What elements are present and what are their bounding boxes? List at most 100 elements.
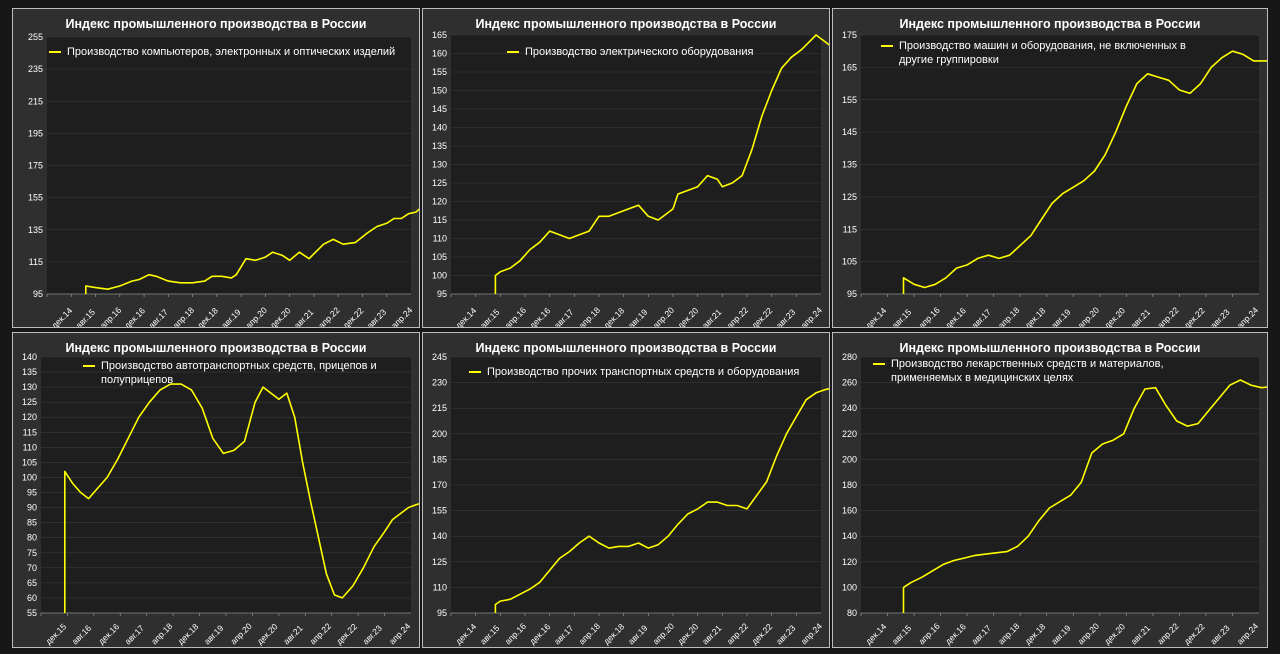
- y-tick-label: 60: [27, 593, 37, 603]
- x-tick-label: дек.16: [527, 305, 552, 328]
- y-tick-label: 95: [847, 289, 857, 299]
- y-tick-label: 115: [29, 257, 43, 267]
- y-tick-label: 125: [432, 178, 447, 188]
- series-line: [494, 34, 829, 294]
- x-tick-label: авг.19: [1049, 307, 1073, 328]
- x-tick-label: апр.18: [149, 621, 175, 647]
- legend: Производство прочих транспортных средств…: [469, 365, 819, 379]
- x-tick-label: дек.22: [1182, 305, 1207, 328]
- y-tick-label: 260: [842, 378, 857, 388]
- y-tick-label: 215: [28, 96, 43, 106]
- y-tick-label: 135: [28, 225, 43, 235]
- x-tick-label: апр.16: [916, 621, 942, 647]
- x-tick-label: авг.23: [365, 307, 389, 328]
- chart-panel-computers: 95 115 135 155 175 195 215 235 255 дек.14 авг.15 ап…: [12, 8, 420, 328]
- y-tick-label: 85: [27, 518, 37, 528]
- x-tick-label: апр.20: [651, 305, 677, 328]
- y-tick-label: 70: [27, 563, 37, 573]
- legend-label: Производство компьютеров, электронных и …: [67, 46, 396, 58]
- y-tick-label: 220: [842, 429, 857, 439]
- legend: Производство электрического оборудования: [507, 45, 807, 59]
- y-tick-label: 155: [28, 193, 43, 203]
- x-tick-label: дек.22: [334, 621, 359, 646]
- y-tick-label: 100: [432, 271, 447, 281]
- x-tick-label: апр.22: [725, 305, 751, 328]
- y-tick-label: 95: [437, 289, 447, 299]
- x-tick-label: дек.20: [1102, 621, 1127, 646]
- x-tick-label: авг.19: [219, 307, 243, 328]
- x-tick-label: дек.20: [255, 621, 280, 646]
- y-tick-label: 255: [28, 32, 43, 42]
- x-tick-label: апр.16: [503, 621, 529, 647]
- x-tick-label: дек.20: [675, 621, 700, 646]
- x-tick-label: дек.16: [122, 305, 147, 328]
- legend: Производство лекарственных средств и мат…: [873, 357, 1223, 385]
- y-tick-label: 170: [432, 480, 447, 490]
- x-tick-label: авг.23: [774, 307, 798, 328]
- y-tick-label: 80: [27, 533, 37, 543]
- x-tick-label: апр.24: [1235, 621, 1261, 647]
- x-tick-label: дек.14: [863, 621, 888, 646]
- legend-swatch: [469, 371, 481, 373]
- y-tick-label: 115: [843, 224, 857, 234]
- y-tick-label: 110: [433, 234, 447, 244]
- y-tick-label: 230: [432, 378, 447, 388]
- x-tick-label: апр.24: [387, 621, 413, 647]
- x-tick-label: дек.18: [601, 305, 626, 328]
- x-tick-label: авг.17: [552, 623, 576, 647]
- x-tick-label: апр.16: [916, 305, 942, 328]
- x-tick-label: авг.19: [1049, 623, 1073, 647]
- y-tick-label: 90: [27, 503, 37, 513]
- x-tick-label: апр.24: [389, 305, 415, 328]
- x-tick-label: авг.21: [1129, 307, 1153, 328]
- x-tick-label: авг.23: [360, 623, 384, 647]
- x-tick-label: авг.23: [1208, 307, 1232, 328]
- x-tick-label: апр.18: [996, 305, 1022, 328]
- x-tick-label: апр.18: [996, 621, 1022, 647]
- y-tick-label: 155: [432, 67, 447, 77]
- x-tick-label: дек.16: [943, 621, 968, 646]
- y-tick-label: 160: [842, 506, 857, 516]
- chart-title: Индекс промышленного производства в Росс…: [899, 341, 1201, 355]
- x-tick-label: авг.21: [700, 623, 724, 647]
- x-tick-label: авг.19: [626, 623, 650, 647]
- x-tick-label: дек.14: [49, 305, 74, 328]
- y-tick-label: 175: [28, 161, 43, 171]
- x-tick-label: апр.18: [171, 305, 197, 328]
- x-tick-label: апр.22: [316, 305, 342, 328]
- x-tick-label: дек.18: [195, 305, 220, 328]
- y-tick-label: 125: [432, 557, 447, 567]
- y-tick-label: 55: [27, 608, 37, 618]
- x-tick-label: дек.20: [675, 305, 700, 328]
- y-tick-label: 200: [842, 454, 857, 464]
- x-tick-label: дек.14: [863, 305, 888, 328]
- y-tick-label: 135: [432, 141, 447, 151]
- x-tick-label: апр.20: [228, 621, 254, 647]
- y-tick-label: 135: [842, 160, 857, 170]
- y-tick-label: 100: [22, 472, 37, 482]
- legend: Производство компьютеров, электронных и …: [49, 45, 409, 59]
- y-tick-label: 280: [842, 352, 857, 362]
- x-tick-label: авг.19: [202, 623, 226, 647]
- y-tick-label: 145: [432, 104, 447, 114]
- chart-panel-machinery: 95 105 115 125 135 145 155 165 175 дек.14 авг.15 ап…: [832, 8, 1268, 328]
- y-tick-label: 100: [842, 582, 857, 592]
- y-tick-label: 120: [22, 412, 37, 422]
- x-tick-label: дек.18: [601, 621, 626, 646]
- x-tick-label: авг.15: [478, 307, 502, 328]
- y-tick-label: 155: [842, 95, 857, 105]
- x-tick-label: апр.22: [1155, 621, 1181, 647]
- y-tick-label: 130: [432, 160, 447, 170]
- x-tick-label: авг.15: [890, 623, 914, 647]
- y-tick-label: 95: [437, 608, 447, 618]
- y-tick-label: 215: [432, 403, 447, 413]
- y-tick-label: 105: [842, 257, 857, 267]
- x-tick-label: дек.20: [1102, 305, 1127, 328]
- y-tick-label: 110: [433, 582, 447, 592]
- x-tick-label: авг.21: [700, 307, 724, 328]
- series-line: [902, 50, 1267, 294]
- legend-swatch: [881, 45, 893, 47]
